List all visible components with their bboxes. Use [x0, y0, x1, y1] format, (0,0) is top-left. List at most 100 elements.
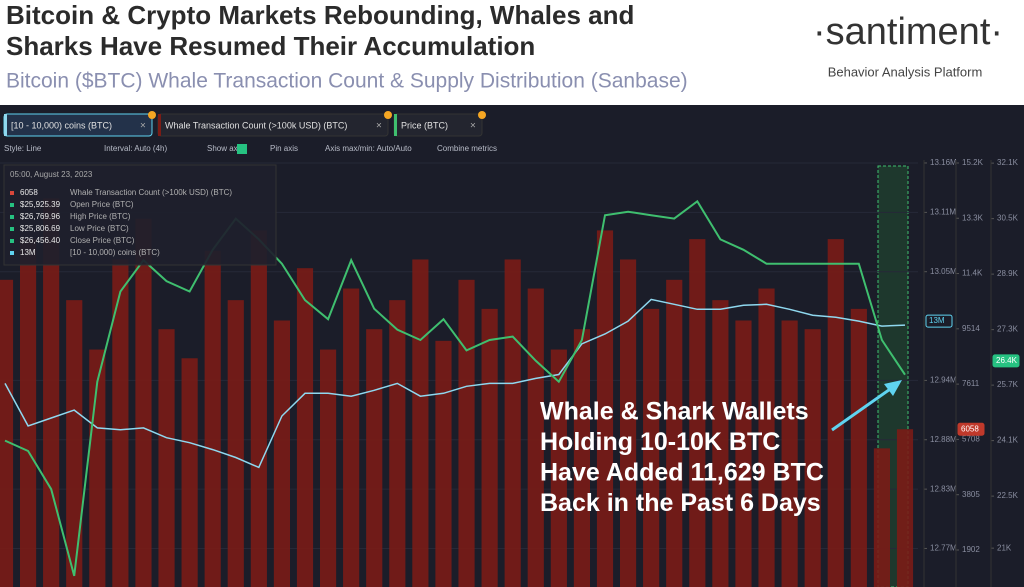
line [4, 298, 906, 469]
y3-tick-label: 27.3K [997, 325, 1019, 334]
tooltip-dot [10, 239, 14, 243]
tab-badge [384, 111, 392, 119]
toolbar-option[interactable]: Pin axis [270, 144, 298, 153]
title-line: Sharks Have Resumed Their Accumulation [6, 31, 535, 61]
bar [112, 259, 129, 587]
y-tick-label: 13.11M [930, 207, 956, 216]
tooltip-value: $25,806.69 [20, 224, 61, 233]
bar [689, 239, 706, 587]
y2-tick-label: 11.4K [962, 269, 983, 278]
tooltip-value: 6058 [20, 188, 38, 197]
tab-close[interactable]: × [470, 121, 476, 132]
bar [273, 320, 290, 587]
tooltip-box [3, 164, 277, 266]
tooltip-dot [10, 203, 14, 207]
tooltip-label: Whale Transaction Count (>100k USD) (BTC… [70, 188, 232, 197]
metric-tabs[interactable]: [10 - 10,000) coins (BTC) × Whale Transact… [3, 111, 486, 137]
value-badge-label: 6058 [961, 424, 979, 433]
annotation-text: Back in the Past 6 Days [540, 489, 821, 517]
toolbar-option[interactable]: Combine metrics [437, 144, 497, 153]
bar [296, 268, 314, 587]
bar [366, 329, 383, 587]
y2-tick-label: 1902 [962, 545, 980, 554]
tooltip-label: Close Price (BTC) [70, 236, 135, 245]
tooltip: 05:00, August 23, 2023 6058 Whale Transact… [3, 164, 277, 266]
y-tick-label: 12.88M [930, 435, 957, 444]
toolbar-options: Style: Line Interval: Auto (4h) Show axis P… [4, 144, 497, 154]
toolbar-option[interactable]: Show axis [207, 144, 243, 153]
tooltip-label: [10 - 10,000) coins (BTC) [70, 248, 160, 257]
bar [458, 279, 475, 587]
tab-badge [148, 111, 156, 119]
bar [412, 259, 429, 587]
tab-badge [478, 111, 486, 119]
y3-tick-label: 24.1K [997, 436, 1019, 445]
bar [896, 429, 914, 587]
value-badge [992, 354, 1020, 368]
bar [573, 329, 590, 587]
bar [66, 300, 83, 587]
y3-tick-label: 21K [997, 543, 1012, 552]
checkbox[interactable] [237, 144, 247, 154]
bar [666, 279, 683, 587]
value-badge-label: 13M [929, 316, 945, 325]
bar [227, 300, 244, 587]
y3-tick-label: 25.7K [997, 380, 1019, 389]
tagline: Behavior Analysis Platform [828, 64, 983, 79]
bar [43, 198, 60, 587]
annotation-text: Holding 10-10K BTC [540, 428, 780, 456]
tooltip-dot [10, 251, 14, 255]
bar [643, 308, 660, 587]
bar [135, 218, 152, 587]
tooltip-value: $25,925.39 [20, 200, 61, 209]
value-badge [925, 314, 953, 328]
bar [204, 250, 221, 587]
arrow-head [884, 380, 902, 396]
bar [712, 300, 729, 587]
bar [158, 329, 175, 587]
bar [504, 259, 521, 587]
tab-label[interactable]: Price (BTC) [401, 120, 448, 130]
title-line: Bitcoin & Crypto Markets Rebounding, Wha… [6, 0, 634, 30]
tab-label[interactable]: [10 - 10,000) coins (BTC) [11, 120, 112, 130]
toolbar-option: Style: Line [4, 144, 42, 153]
bar [873, 448, 890, 587]
y3-tick-label: 32.1K [997, 158, 1019, 167]
annotation-text: Have Added 11,629 BTC [540, 459, 824, 487]
y-tick-label: 12.77M [930, 544, 957, 553]
bar [550, 349, 567, 587]
bar [389, 300, 406, 587]
y2-tick-label: 9514 [962, 324, 980, 333]
tooltip-dot [10, 215, 14, 219]
bar [250, 230, 267, 587]
toolbar-option[interactable]: Interval: Auto (4h) [104, 144, 167, 153]
bar [343, 288, 360, 587]
tooltip-label: Open Price (BTC) [70, 200, 134, 209]
bar [781, 320, 798, 587]
arrow [831, 383, 897, 432]
brand: ·santiment· [813, 11, 1003, 53]
tooltip-value: 13M [20, 248, 36, 257]
tab-color [158, 114, 161, 136]
tooltip-dot [10, 191, 14, 195]
y3-tick-label: 28.9K [997, 269, 1019, 278]
tab-label[interactable]: Whale Transaction Count (>100k USD) (BTC… [165, 120, 347, 130]
tab-close[interactable]: × [376, 121, 382, 132]
bar [735, 320, 752, 587]
bar [827, 239, 844, 587]
toolbar-option[interactable]: Axis max/min: Auto/Auto [325, 144, 412, 153]
y-tick-label: 13.05M [930, 267, 957, 276]
bar [481, 308, 498, 587]
bar [804, 329, 821, 587]
annotation-text: Whale & Shark Wallets [540, 398, 809, 426]
y2-tick-label: 7611 [962, 379, 980, 388]
y-tick-label: 13.16M [930, 158, 957, 167]
tooltip-value: $26,769.96 [20, 212, 61, 221]
bar [0, 279, 14, 587]
value-badge-label: 26.4K [996, 356, 1018, 365]
tab-close[interactable]: × [140, 121, 146, 132]
bar [435, 340, 452, 587]
